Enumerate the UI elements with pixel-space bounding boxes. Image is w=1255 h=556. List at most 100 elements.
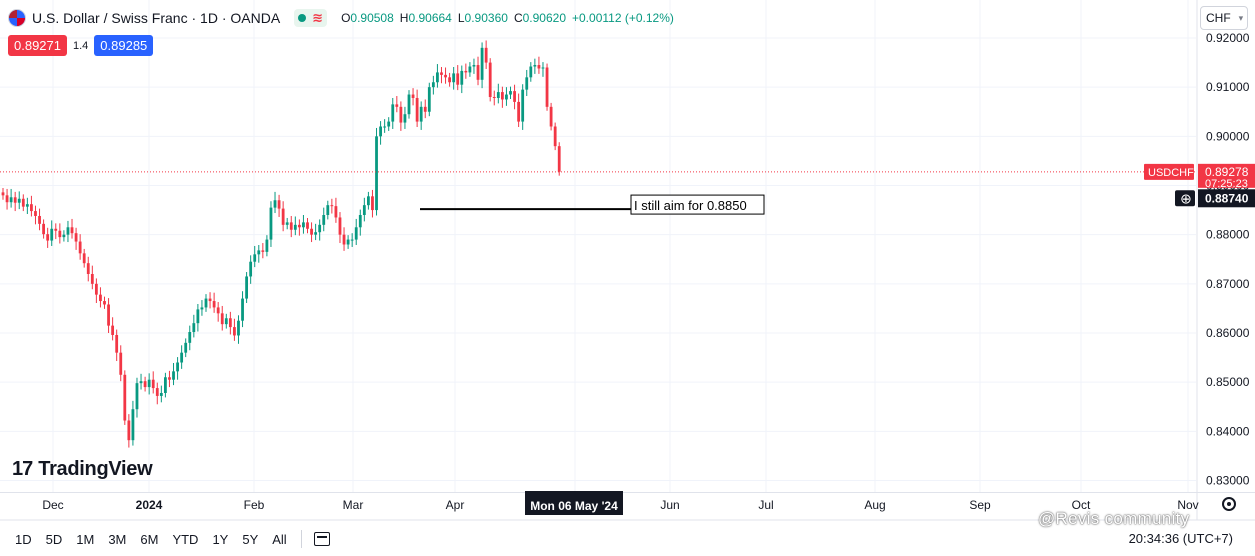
watermark: @Revis community <box>1038 509 1190 528</box>
y-tick-label: 0.84000 <box>1206 424 1250 438</box>
candle-body <box>367 196 370 206</box>
tradingview-logo[interactable]: 17 TradingView <box>12 458 153 481</box>
candle-body <box>216 307 220 314</box>
candle-body <box>310 228 313 235</box>
candle-body <box>456 73 460 85</box>
candle-body <box>245 276 248 299</box>
candle-body <box>224 318 228 325</box>
candle-body <box>297 224 301 228</box>
candle-body <box>350 239 354 241</box>
symbol-badge-label: USDCHF <box>1148 167 1194 179</box>
candle-body <box>362 205 366 215</box>
market-status-pill[interactable]: ≋ <box>294 9 328 27</box>
candle-body <box>50 228 54 241</box>
candle-body <box>314 232 318 235</box>
crosshair-date-badge <box>525 491 623 515</box>
sell-price-button[interactable]: 0.89271 <box>8 35 67 56</box>
current-price-value: 0.89278 <box>1205 165 1249 179</box>
candle-body <box>241 298 244 321</box>
clock[interactable]: 20:34:36 (UTC+7) <box>1128 531 1233 546</box>
candle-body <box>423 106 427 112</box>
candle-body <box>472 65 476 67</box>
candle-body <box>549 106 553 127</box>
y-tick-label: 0.85000 <box>1206 375 1250 389</box>
candle-body <box>119 352 123 375</box>
candle-body <box>212 301 216 308</box>
candle-body <box>492 97 496 98</box>
candle-body <box>476 65 480 80</box>
trade-prices: 0.89271 1.4 0.89285 <box>8 35 154 56</box>
candle-body <box>13 197 17 203</box>
countdown-value: 07:25:23 <box>1205 178 1248 190</box>
settings-icon[interactable] <box>1222 497 1236 511</box>
candle-body <box>204 298 208 308</box>
crosshair-price-value: 0.88740 <box>1205 191 1249 205</box>
annotation-text: I still aim for 0.8850 <box>634 198 747 213</box>
candle-body <box>277 200 281 209</box>
candle-body <box>448 77 451 83</box>
change-value: +0.00112 (+0.12%) <box>572 11 674 25</box>
candle-body <box>54 228 58 231</box>
candle-body <box>164 377 167 393</box>
timeframe-1y[interactable]: 1Y <box>212 531 229 547</box>
candle-body <box>180 352 184 363</box>
candle-body <box>107 304 110 326</box>
candle-body <box>488 62 492 97</box>
candle-body <box>440 72 443 75</box>
candle-body <box>5 195 9 203</box>
calendar-icon[interactable] <box>313 532 330 546</box>
timeframe-5d[interactable]: 5D <box>45 531 63 547</box>
candle-body <box>220 313 224 325</box>
candle-body <box>525 77 529 90</box>
tradingview-mark-icon: 17 <box>12 458 33 480</box>
candle-body <box>168 377 171 380</box>
y-tick-label: 0.87000 <box>1206 277 1250 291</box>
candle-body <box>273 200 277 208</box>
timeframe-3m[interactable]: 3M <box>108 531 127 547</box>
candle-body <box>375 136 378 211</box>
candle-body <box>70 227 74 234</box>
crosshair-price-badge <box>1198 189 1255 208</box>
candle-body <box>480 47 484 80</box>
candle-body <box>411 94 415 98</box>
candle-body <box>521 89 525 122</box>
timeframe-ytd[interactable]: YTD <box>172 531 199 547</box>
timeframe-all[interactable]: All <box>272 531 287 547</box>
candle-body <box>452 73 456 83</box>
candle-body <box>407 94 411 115</box>
candle-body <box>1 192 5 196</box>
timeframe-5y[interactable]: 5Y <box>242 531 259 547</box>
symbol-title[interactable]: U.S. Dollar / Swiss Franc · 1D · OANDA <box>32 10 281 26</box>
chevron-down-icon: ▾ <box>1238 12 1244 23</box>
candle-body <box>74 233 78 242</box>
candle-body <box>115 334 119 353</box>
spread-value: 1.4 <box>73 39 89 52</box>
candle-body <box>403 114 407 123</box>
buy-price-button[interactable]: 0.89285 <box>94 35 154 56</box>
candle-body <box>419 106 423 122</box>
timeframe-1d[interactable]: 1D <box>15 531 32 547</box>
candle-body <box>371 196 374 211</box>
timeframe-6m[interactable]: 6M <box>140 531 159 547</box>
candle-body <box>484 47 488 63</box>
candle-body <box>468 66 472 73</box>
annotation-box <box>630 194 765 215</box>
candle-body <box>281 208 285 225</box>
candle-body <box>58 230 62 238</box>
candle-body <box>326 205 330 215</box>
candle-body <box>184 342 188 353</box>
candle-body <box>66 227 70 235</box>
candle-body <box>500 92 504 100</box>
candle-body <box>460 70 464 85</box>
currency-selector[interactable]: CHF ▾ <box>1200 6 1248 30</box>
chart-header: U.S. Dollar / Swiss Franc · 1D · OANDA ≋… <box>8 8 674 28</box>
current-price-badge <box>1198 163 1255 188</box>
candle-body <box>257 250 261 255</box>
candle-body <box>176 362 179 372</box>
x-tick-label: Apr <box>446 498 465 512</box>
x-tick-label: Feb <box>244 498 265 512</box>
candle-body <box>509 91 512 95</box>
timeframe-1m[interactable]: 1M <box>76 531 95 547</box>
candle-body <box>383 126 387 128</box>
